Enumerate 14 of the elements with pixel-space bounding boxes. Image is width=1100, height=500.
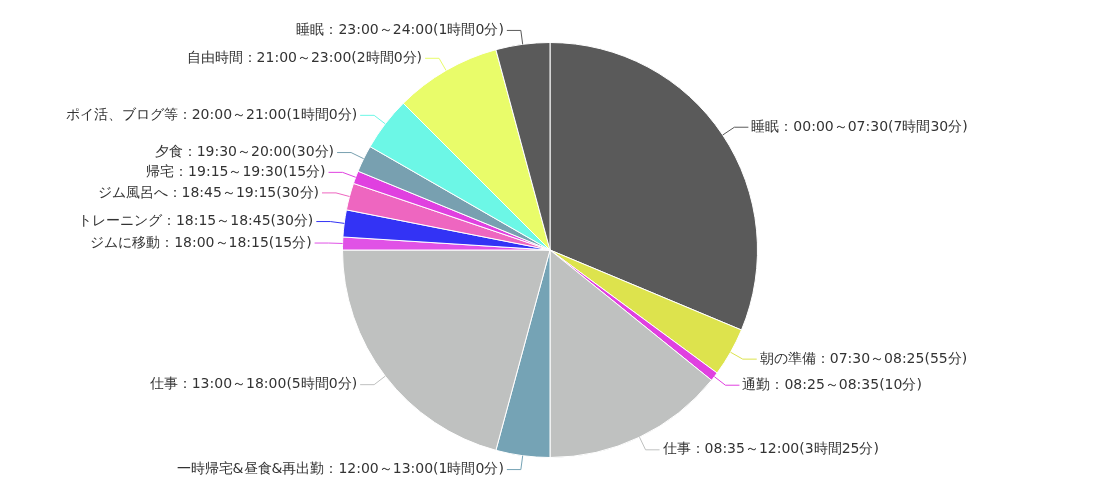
slice-label: 仕事：13:00～18:00(5時間0分): [148, 375, 358, 392]
slice-label: トレーニング：18:15～18:45(30分): [77, 212, 314, 229]
slice-label: 朝の準備：07:30～08:25(55分): [759, 349, 968, 366]
slice-label: 睡眠：00:00～07:30(7時間30分): [751, 117, 968, 134]
slice-label: 通勤：08:25～08:35(10分): [742, 375, 922, 392]
slice-label: 睡眠：23:00～24:00(1時間0分): [296, 21, 504, 38]
slice-label: ポイ活、ブログ等：20:00～21:00(1時間0分): [65, 105, 358, 122]
slice-label: 自由時間：21:00～23:00(2時間0分): [186, 48, 423, 65]
slice-label: 帰宅：19:15～19:30(15分): [146, 163, 326, 179]
slice-label: 一時帰宅&昼食&再出勤：12:00～13:00(1時間0分): [176, 460, 504, 477]
slice-label: ジムに移動：18:00～18:15(15分): [90, 233, 312, 250]
slice-label: ジム風呂へ：18:45～19:15(30分): [97, 183, 319, 200]
slice-label: 仕事：08:35～12:00(3時間25分): [661, 440, 879, 457]
slice-label: 夕食：19:30～20:00(30分): [154, 143, 335, 160]
